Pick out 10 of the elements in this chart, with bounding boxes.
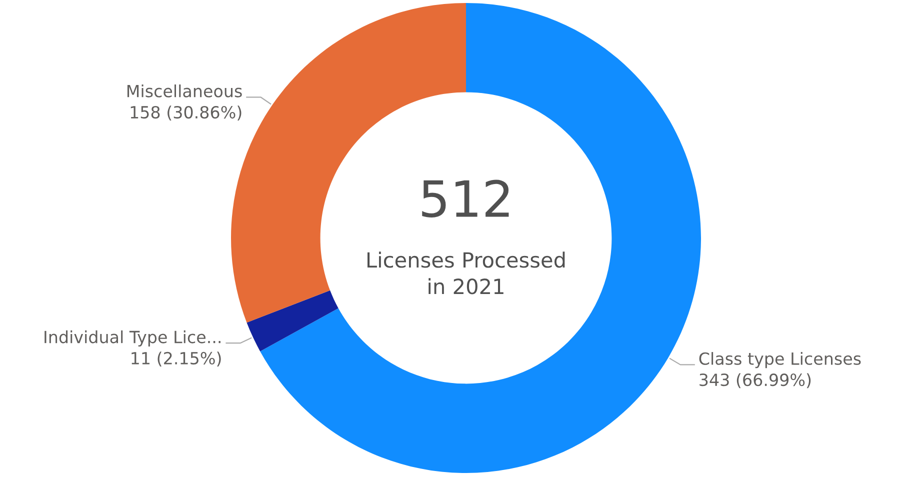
slice-label: Class type Licenses [699,352,861,368]
text: Licenses Processed in 2021 [368,252,565,294]
data-label: 11 (2.15%) [132,352,221,366]
donut-slice [246,290,338,352]
text: 512 [422,180,509,218]
data-label: 343 (66.99%) [700,373,811,388]
slice-label: Individual Type Lice... [44,330,220,347]
donut-slice [260,3,701,473]
slice-label: Miscellaneous [127,84,242,98]
data-label: 158 (30.86%) [130,106,242,121]
